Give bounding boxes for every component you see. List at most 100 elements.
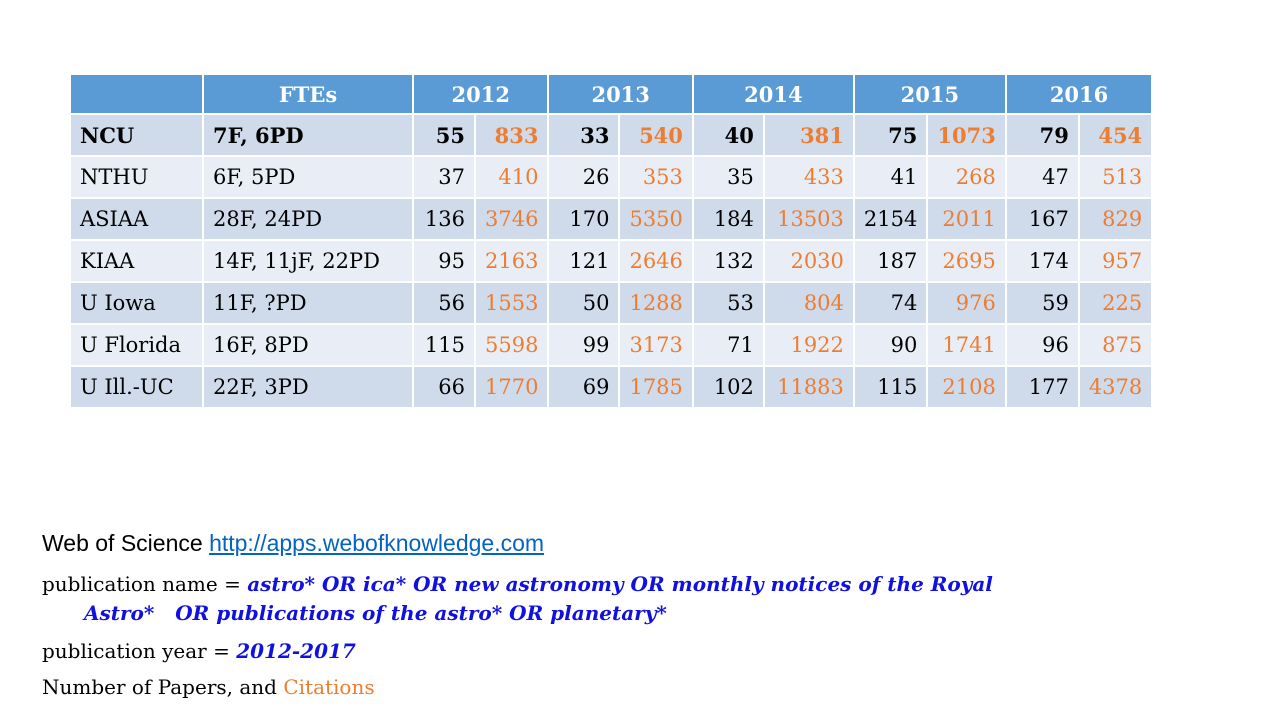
- institution-cell: U Ill.-UC: [69, 365, 204, 409]
- citations-cell: 3746: [473, 197, 550, 241]
- wos-link[interactable]: http://apps.webofknowledge.com: [209, 530, 545, 556]
- citations-cell: 513: [1077, 155, 1154, 199]
- papers-cell: 35: [691, 155, 765, 199]
- papers-cell: 96: [1004, 323, 1080, 367]
- header-ftes: FTEs: [202, 73, 414, 115]
- papers-cell: 136: [412, 197, 476, 241]
- citations-cell: 2108: [926, 365, 1007, 409]
- fte-cell: 7F, 6PD: [202, 113, 414, 157]
- institution-cell: NCU: [69, 113, 204, 157]
- citations-cell: 1553: [473, 281, 550, 325]
- header-2012: 2012: [411, 73, 550, 115]
- papers-cell: 40: [691, 113, 765, 157]
- papers-cell: 74: [852, 281, 929, 325]
- citations-cell: 2030: [762, 239, 855, 283]
- table-row: U Iowa 11F, ?PD 56 1553 50 1288 53 804 74 976 59 22…: [69, 281, 1154, 325]
- papers-cell: 174: [1004, 239, 1080, 283]
- papers-cell: 66: [412, 365, 476, 409]
- count-citations: Citations: [283, 675, 375, 699]
- citations-cell: 1741: [926, 323, 1007, 367]
- pubname-value: astro* OR ica* OR new astronomy OR month…: [247, 572, 993, 596]
- wos-label: Web of Science: [42, 530, 203, 556]
- table-row: U Florida 16F, 8PD 115 5598 99 3173 71 1922 90 17…: [69, 323, 1154, 367]
- citations-cell: 3173: [618, 323, 694, 367]
- wos-line: Web of Science http://apps.webofknowledg…: [42, 530, 544, 557]
- citations-cell: 1922: [762, 323, 855, 367]
- table-row: U Ill.-UC 22F, 3PD 66 1770 69 1785 102 11883 115…: [69, 365, 1154, 409]
- pubname-line: publication name = astro* OR ica* OR new…: [42, 572, 993, 596]
- papers-cell: 132: [691, 239, 765, 283]
- papers-cell: 170: [547, 197, 621, 241]
- institution-cell: KIAA: [69, 239, 204, 283]
- citations-cell: 2646: [618, 239, 694, 283]
- citations-cell: 381: [762, 113, 855, 157]
- papers-cell: 102: [691, 365, 765, 409]
- citations-cell: 268: [926, 155, 1007, 199]
- header-2016: 2016: [1004, 73, 1154, 115]
- papers-cell: 53: [691, 281, 765, 325]
- header-2015: 2015: [852, 73, 1007, 115]
- citations-cell: 540: [618, 113, 694, 157]
- table-row: NTHU 6F, 5PD 37 410 26 353 35 433 41 268 47 513: [69, 155, 1154, 199]
- citations-cell: 5598: [473, 323, 550, 367]
- papers-cell: 121: [547, 239, 621, 283]
- papers-cell: 184: [691, 197, 765, 241]
- papers-cell: 55: [412, 113, 476, 157]
- count-line: Number of Papers, and Citations: [42, 675, 375, 699]
- papers-cell: 177: [1004, 365, 1080, 409]
- table-row: ASIAA 28F, 24PD 136 3746 170 5350 184 13503 2154…: [69, 197, 1154, 241]
- fte-cell: 16F, 8PD: [202, 323, 414, 367]
- citations-cell: 2011: [926, 197, 1007, 241]
- citations-cell: 1785: [618, 365, 694, 409]
- papers-cell: 2154: [852, 197, 929, 241]
- citations-cell: 1288: [618, 281, 694, 325]
- fte-cell: 22F, 3PD: [202, 365, 414, 409]
- pubname-value-cont: Astro* OR publications of the astro* OR …: [84, 601, 667, 625]
- papers-cell: 69: [547, 365, 621, 409]
- citations-cell: 875: [1077, 323, 1154, 367]
- citations-cell: 976: [926, 281, 1007, 325]
- citations-cell: 13503: [762, 197, 855, 241]
- citations-cell: 957: [1077, 239, 1154, 283]
- citations-cell: 829: [1077, 197, 1154, 241]
- pubyear-label: publication year =: [42, 639, 237, 663]
- papers-cell: 115: [412, 323, 476, 367]
- header-institution: [69, 73, 204, 115]
- citations-cell: 353: [618, 155, 694, 199]
- table-row: NCU 7F, 6PD 55 833 33 540 40 381 75 1073 79 454: [69, 113, 1154, 157]
- pubyear-value: 2012-2017: [236, 639, 356, 663]
- institution-cell: ASIAA: [69, 197, 204, 241]
- papers-cell: 33: [547, 113, 621, 157]
- papers-cell: 50: [547, 281, 621, 325]
- papers-cell: 187: [852, 239, 929, 283]
- institution-cell: NTHU: [69, 155, 204, 199]
- citations-cell: 833: [473, 113, 550, 157]
- papers-cell: 90: [852, 323, 929, 367]
- papers-cell: 37: [412, 155, 476, 199]
- count-label: Number of Papers, and: [42, 675, 284, 699]
- papers-cell: 95: [412, 239, 476, 283]
- table-header-row: FTEs 2012 2013 2014 2015 2016: [69, 73, 1154, 115]
- papers-cell: 115: [852, 365, 929, 409]
- papers-cell: 71: [691, 323, 765, 367]
- citations-cell: 1770: [473, 365, 550, 409]
- papers-cell: 79: [1004, 113, 1080, 157]
- papers-cell: 26: [547, 155, 621, 199]
- citations-cell: 454: [1077, 113, 1154, 157]
- table-row: KIAA 14F, 11jF, 22PD 95 2163 121 2646 132 2030 1…: [69, 239, 1154, 283]
- papers-cell: 99: [547, 323, 621, 367]
- publications-table: FTEs 2012 2013 2014 2015 2016 NCU 7F, 6PD…: [69, 73, 1154, 409]
- citations-cell: 5350: [618, 197, 694, 241]
- fte-cell: 14F, 11jF, 22PD: [202, 239, 414, 283]
- citations-cell: 2163: [473, 239, 550, 283]
- institution-cell: U Florida: [69, 323, 204, 367]
- papers-cell: 59: [1004, 281, 1080, 325]
- citations-cell: 433: [762, 155, 855, 199]
- pubname-label: publication name =: [42, 572, 248, 596]
- citations-cell: 1073: [926, 113, 1007, 157]
- papers-cell: 47: [1004, 155, 1080, 199]
- papers-cell: 41: [852, 155, 929, 199]
- fte-cell: 11F, ?PD: [202, 281, 414, 325]
- papers-cell: 56: [412, 281, 476, 325]
- header-2014: 2014: [691, 73, 855, 115]
